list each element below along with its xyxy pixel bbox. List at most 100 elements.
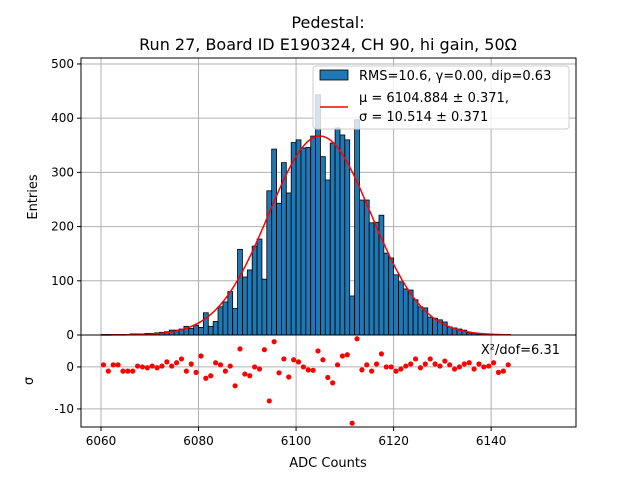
histogram-bar (310, 135, 316, 336)
legend-box (312, 65, 570, 130)
residual-point (403, 363, 409, 369)
y-tick-label: -10 (54, 402, 74, 416)
residual-point (183, 368, 189, 374)
histogram-bar (290, 142, 297, 336)
residual-point (208, 373, 214, 379)
residual-point (261, 347, 267, 353)
residual-point (378, 351, 385, 357)
residual-point (134, 363, 141, 369)
residual-point (334, 362, 341, 368)
chi2-annotation: X²/dof=6.31 (481, 343, 560, 358)
histogram-bar (242, 276, 248, 336)
residual-point (432, 361, 438, 367)
histogram-bar (285, 192, 292, 336)
residual-point (217, 362, 224, 368)
residual-point (325, 374, 331, 381)
histogram-bar (320, 156, 326, 336)
histogram-bar (412, 299, 419, 336)
residual-point (339, 353, 345, 359)
histogram-bar (344, 139, 351, 336)
histogram-bar (198, 327, 204, 336)
x-tick-label: 6060 (86, 434, 117, 448)
residual-point (164, 359, 170, 365)
residual-point (159, 363, 165, 369)
residual-point (169, 363, 175, 369)
main-y-ticks: 0 100 200 300 400 500 (51, 57, 81, 342)
residual-point (110, 362, 116, 368)
residual-point (256, 366, 263, 372)
residual-axes-frame (80, 334, 577, 428)
histogram-bar (217, 306, 224, 336)
residual-point (320, 357, 326, 363)
histogram-bar (237, 248, 243, 336)
residual-point (266, 398, 272, 404)
histogram-bar (295, 139, 302, 336)
residual-point (125, 368, 131, 374)
histogram-bar (271, 148, 277, 336)
residual-point (466, 360, 472, 366)
x-axis-label: ADC Counts (289, 456, 367, 471)
y-tick-label: 0 (66, 328, 74, 342)
residual-point (408, 361, 414, 367)
x-tick-label: 6120 (378, 434, 409, 448)
residual-point (242, 371, 248, 377)
residual-point (232, 383, 238, 389)
residual-point (310, 367, 316, 373)
histogram-bar (363, 199, 370, 336)
histogram-bar (222, 301, 229, 336)
histogram-bar (324, 179, 331, 336)
histogram-bar (251, 245, 258, 336)
residual-point (344, 352, 350, 358)
residual-point (388, 364, 394, 370)
y-tick-label: 300 (51, 165, 74, 179)
residual-point (447, 362, 453, 368)
histogram-bar (329, 142, 336, 336)
histogram-bar (393, 274, 399, 336)
histogram-bar (227, 291, 234, 336)
x-tick-label: 6100 (281, 434, 312, 448)
residual-point (305, 367, 311, 373)
legend-fit-label-line2: σ = 10.514 ± 0.371 (359, 110, 488, 125)
residual-point (422, 361, 428, 367)
residual-point (178, 356, 185, 362)
legend-fit-label-line1: μ = 6104.884 ± 0.371, (359, 91, 509, 106)
y-tick-label: 0 (66, 360, 74, 374)
residual-points (100, 336, 511, 426)
histogram-bar (383, 252, 390, 336)
residual-point (505, 362, 511, 368)
residual-point (247, 373, 253, 379)
residual-point (427, 356, 433, 362)
residual-point (286, 374, 292, 380)
y-tick-label: 500 (51, 57, 74, 71)
residual-point (154, 365, 160, 371)
histogram-bar (305, 147, 312, 336)
residual-point (349, 420, 355, 426)
histogram-bar (359, 199, 365, 336)
residual-point (383, 364, 389, 370)
residual-point (139, 364, 146, 370)
residual-point (203, 375, 209, 381)
histogram-bar (339, 134, 346, 336)
residual-point (490, 360, 497, 366)
residual-point (442, 358, 448, 364)
y-tick-label: 400 (51, 111, 74, 125)
residual-point (291, 357, 297, 363)
chart-title-line2: Run 27, Board ID E190324, CH 90, hi gain… (139, 35, 517, 54)
residual-point (237, 346, 243, 352)
residual-point (398, 366, 404, 372)
histogram-bar (368, 222, 375, 336)
residual-point (364, 362, 370, 368)
residual-point (373, 361, 380, 367)
residual-point (276, 370, 282, 376)
histogram-bar (402, 288, 409, 336)
x-tick-label: 6080 (183, 434, 214, 448)
histogram-bar (354, 119, 360, 336)
residual-point (354, 336, 360, 342)
histogram-bar (188, 328, 195, 336)
histogram-bar (246, 269, 253, 336)
residual-point (476, 361, 482, 367)
residual-point (271, 339, 277, 345)
histogram-bar (256, 238, 263, 336)
residual-point (173, 360, 180, 366)
residual-point (227, 363, 233, 369)
